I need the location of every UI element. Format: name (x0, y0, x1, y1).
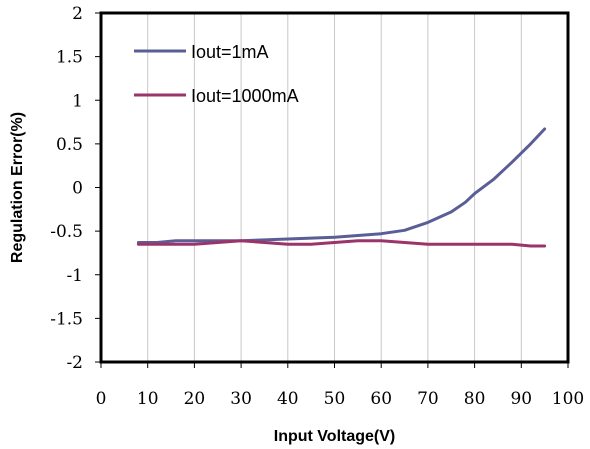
legend: Iout=1mA Iout=1000mA (134, 42, 299, 106)
y-tick-label: -2 (66, 353, 83, 373)
x-tick-label: 80 (464, 389, 486, 409)
y-axis-title: Regulation Error(%) (9, 112, 26, 263)
x-tick-label: 70 (417, 389, 439, 409)
y-tick-label: -1 (66, 266, 83, 286)
legend-label-2: Iout=1000mA (191, 86, 299, 106)
x-tick-label: 60 (370, 389, 392, 409)
y-tick-label: 0.5 (56, 135, 83, 155)
series-line-1 (136, 127, 547, 244)
vertical-gridlines (147, 13, 522, 362)
legend-label-1: Iout=1mA (191, 42, 269, 62)
x-tick-label: 10 (137, 389, 159, 409)
series-line-2 (136, 239, 547, 248)
x-tick-label: 20 (184, 389, 206, 409)
x-tick-label: 30 (230, 389, 252, 409)
x-tick-label: 100 (552, 389, 584, 409)
y-tick-label: 2 (72, 4, 83, 24)
y-axis-ticks: 2 1.5 1 0.5 0 -0.5 -1 -1.5 -2 (50, 4, 101, 373)
x-tick-label: 50 (324, 389, 346, 409)
series-lines (136, 127, 547, 248)
x-axis-ticks: 0 10 20 30 40 50 60 70 80 90 100 (96, 362, 584, 409)
y-tick-label: 0 (72, 179, 83, 199)
x-tick-label: 0 (96, 389, 107, 409)
x-tick-label: 40 (277, 389, 299, 409)
x-axis-title: Input Voltage(V) (274, 428, 395, 445)
y-tick-label: -0.5 (50, 222, 83, 242)
y-tick-label: 1 (72, 91, 83, 111)
x-tick-label: 90 (510, 389, 532, 409)
y-tick-label: 1.5 (56, 48, 83, 68)
y-tick-label: -1.5 (50, 309, 83, 329)
